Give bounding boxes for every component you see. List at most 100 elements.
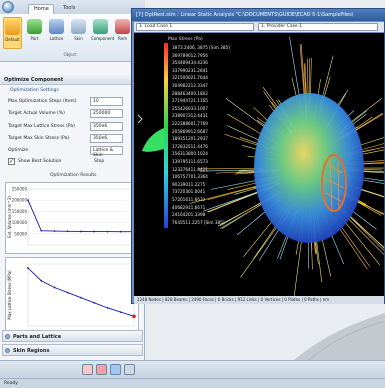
accordion-expand-icon: [5, 348, 10, 353]
tab-tools[interactable]: Tools: [63, 5, 76, 11]
data-point: [27, 199, 29, 202]
legend-value: 123276411.8421: [172, 166, 208, 172]
lattice-beams: [323, 157, 345, 212]
legend-color-bar: [164, 43, 168, 228]
load-case-select[interactable]: 1. Load Case 1: [136, 23, 254, 31]
view-fit-icon[interactable]: [124, 364, 135, 375]
legend-value: 24164201.3398: [172, 212, 206, 218]
tab-home[interactable]: Home: [28, 4, 54, 14]
ribbon: Default Part Lattice Skin Component Rem …: [0, 14, 145, 62]
window-title[interactable]: [7] OptRest.stm : Linear Static Analysis…: [132, 9, 385, 21]
case-selectors: 1. Load Case 1 1. Provider Case 1: [134, 22, 384, 32]
tick-label: 100000: [12, 220, 28, 225]
lattice-button[interactable]: Lattice: [47, 17, 66, 49]
viewport-cursor-icon: [137, 114, 143, 124]
status-bar: Ready: [0, 378, 385, 388]
optimize-select[interactable]: Lattice & Skin: [90, 146, 123, 158]
legend-value: 205869912.6687: [172, 128, 208, 134]
field-label: Optimize: [8, 148, 29, 153]
field-row: Optimize Lattice & Skin: [8, 146, 140, 158]
lattice-spike: [189, 184, 263, 204]
legend-value: 106757701.3364: [172, 174, 208, 180]
part-icon: [27, 19, 42, 34]
optimize-panel: Optimize Component Optimization Settings…: [0, 62, 145, 376]
analysis-window: [7] OptRest.stm : Linear Static Analysis…: [131, 8, 385, 304]
data-point: [40, 229, 43, 232]
viewport-graphics: [137, 37, 384, 296]
legend-value: 73720301.0041: [172, 189, 206, 195]
default-button[interactable]: Default: [3, 17, 22, 49]
stress-distribution-histogram: [142, 128, 164, 152]
legend-value: 40682911.6671: [172, 204, 206, 210]
field-row: Max Optimization Steps (Iters) 10: [8, 97, 140, 107]
tick-label: 150000: [12, 209, 28, 214]
provider-case-select[interactable]: 1. Provider Case 1: [258, 23, 378, 31]
skin-button[interactable]: Skin: [69, 17, 88, 49]
data-point: [93, 230, 96, 233]
view-record-icon[interactable]: [96, 364, 107, 375]
optimization-settings-header[interactable]: Optimization Settings: [10, 88, 59, 93]
view-front-icon[interactable]: [82, 364, 93, 375]
max-iterations-input[interactable]: 10: [90, 97, 123, 106]
part-mesh: [254, 93, 364, 243]
data-point: [93, 301, 96, 304]
data-point: [119, 230, 122, 233]
legend-value: 189351201.2937: [172, 136, 208, 142]
legend-value: 304982212.3347: [172, 83, 208, 88]
field-label: Max Optimization Steps (Iters): [8, 99, 77, 104]
last-point-marker: [132, 314, 136, 319]
lattice-icon: [49, 19, 64, 34]
legend-value: 321500021.7644: [172, 75, 208, 81]
field-label: Target Max Skin Stress (Pa): [8, 136, 70, 141]
lattice-spike: [202, 189, 266, 212]
volume-chart: 250000 200000 150000 100000 50000 Est. Volume…: [5, 182, 139, 254]
lattice-region: [321, 154, 347, 212]
optimization-results-label: Optimization Results: [50, 173, 97, 178]
target-skin-stress-input[interactable]: 350e6: [90, 134, 123, 143]
skin-regions-accordion[interactable]: Skin Regions: [2, 344, 143, 356]
lattice-spike: [217, 198, 269, 227]
bottom-toolbar: [0, 360, 385, 378]
legend-value: 288463400.1802: [172, 90, 208, 96]
data-point: [53, 286, 56, 289]
component-button[interactable]: Component: [91, 17, 114, 49]
rem-button[interactable]: Rem: [113, 17, 132, 49]
3d-viewport[interactable]: Max Stress (Pa) 3873.2406, 3875 [Sim 385…: [134, 33, 384, 296]
stop-button[interactable]: Stop: [94, 159, 105, 164]
component-icon: [93, 19, 108, 34]
data-point: [106, 306, 109, 309]
tick-label: 200000: [12, 198, 28, 203]
panel-title: Optimize Component: [0, 75, 145, 85]
field-label: Target Max Lattice Stress (Pa): [8, 124, 75, 129]
ribbon-group-label: Object: [63, 52, 77, 57]
target-volume-input[interactable]: 250000: [90, 109, 123, 118]
legend-value: 156313800.1024: [172, 151, 208, 157]
target-lattice-stress-input[interactable]: 350e6: [90, 122, 123, 131]
data-point: [27, 267, 29, 269]
y-axis-label: Max Lattice Stress (MPa): [7, 270, 12, 320]
legend-value: 139795111.6573: [172, 159, 208, 164]
legend-value: 337990231.2841: [172, 67, 208, 73]
legend-value: 172832511.4476: [172, 143, 208, 149]
show-best-row: ✓ Show Best Solution Stop: [8, 158, 140, 168]
part-button[interactable]: Part: [25, 17, 44, 49]
lattice-spike: [207, 184, 265, 201]
tick-label: 250000: [12, 187, 28, 192]
data-point: [80, 230, 82, 233]
plot-area: [27, 188, 135, 246]
remove-icon: [115, 19, 130, 34]
y-axis-label: Est. Volume (mm^3): [7, 196, 12, 238]
plot-area: [27, 263, 135, 327]
legend-value: 271944721.1165: [172, 98, 208, 104]
parts-and-lattice-accordion[interactable]: Parts and Lattice: [2, 330, 143, 342]
field-label: Target Actual Volume (%): [8, 111, 65, 116]
legend-value: 354489434.4236: [172, 60, 208, 66]
legend-value: 7645511.2257 [Sim 385]: [172, 219, 225, 225]
show-best-checkbox[interactable]: ✓: [8, 158, 15, 165]
view-iso-icon[interactable]: [110, 364, 121, 375]
app-menu-orb-icon[interactable]: [2, 1, 14, 13]
skin-icon: [71, 19, 86, 34]
lattice-spike: [240, 220, 282, 278]
accordion-expand-icon: [5, 334, 10, 339]
